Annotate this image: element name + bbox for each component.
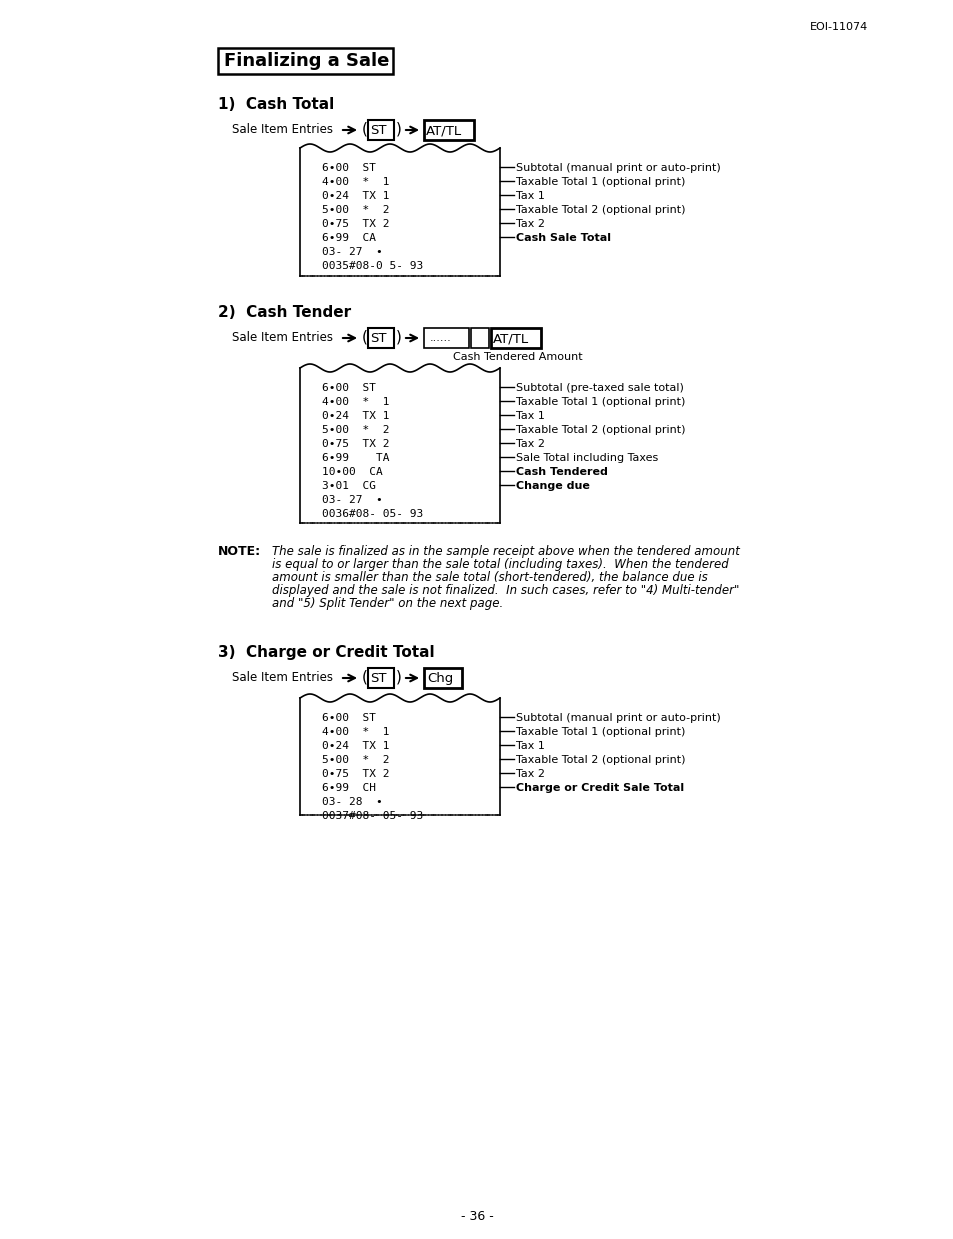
Text: amount is smaller than the sale total (short-tendered), the balance due is: amount is smaller than the sale total (s… (272, 571, 707, 584)
Text: is equal to or larger than the sale total (including taxes).  When the tendered: is equal to or larger than the sale tota… (272, 558, 728, 571)
Text: 03- 28  •: 03- 28 • (322, 797, 382, 807)
Text: 0•24  TX 1: 0•24 TX 1 (322, 191, 389, 201)
Text: Sale Item Entries: Sale Item Entries (232, 672, 333, 684)
Text: Taxable Total 2 (optional print): Taxable Total 2 (optional print) (516, 755, 685, 764)
Text: 3)  Charge or Credit Total: 3) Charge or Credit Total (218, 646, 435, 660)
Text: 4•00  *  1: 4•00 * 1 (322, 396, 389, 406)
Text: 6•99    TA: 6•99 TA (322, 453, 389, 463)
Text: 6•00  ST: 6•00 ST (322, 164, 375, 173)
Text: 4•00  *  1: 4•00 * 1 (322, 177, 389, 187)
Text: Taxable Total 2 (optional print): Taxable Total 2 (optional print) (516, 204, 685, 216)
Text: NOTE:: NOTE: (218, 545, 261, 558)
Text: (: ( (361, 670, 368, 685)
Text: Subtotal (manual print or auto-print): Subtotal (manual print or auto-print) (516, 164, 720, 173)
Text: AT/TL: AT/TL (426, 124, 461, 138)
Text: displayed and the sale is not finalized.  In such cases, refer to "4) Multi-tend: displayed and the sale is not finalized.… (272, 584, 739, 597)
Text: ): ) (395, 121, 401, 138)
Text: Change due: Change due (516, 481, 589, 491)
Text: 4•00  *  1: 4•00 * 1 (322, 727, 389, 737)
Text: EOI-11074: EOI-11074 (809, 22, 867, 32)
Text: 1)  Cash Total: 1) Cash Total (218, 97, 334, 112)
Text: 0•24  TX 1: 0•24 TX 1 (322, 741, 389, 751)
Text: 03- 27  •: 03- 27 • (322, 496, 382, 506)
Text: Cash Sale Total: Cash Sale Total (516, 233, 610, 243)
Bar (491, 328, 540, 348)
Text: Sale Item Entries: Sale Item Entries (232, 123, 333, 136)
Text: 6•99  CA: 6•99 CA (322, 233, 375, 243)
Text: 6•99  CH: 6•99 CH (322, 783, 375, 793)
Text: Chg: Chg (427, 672, 453, 685)
Text: 0037#08- 05- 93: 0037#08- 05- 93 (322, 812, 423, 821)
Text: ): ) (395, 330, 401, 344)
Text: ST: ST (370, 332, 386, 344)
Bar (423, 328, 469, 348)
Text: Tax 1: Tax 1 (516, 411, 544, 421)
Bar (368, 328, 394, 348)
Text: ): ) (395, 670, 401, 685)
Bar (471, 328, 489, 348)
Text: 3•01  CG: 3•01 CG (322, 481, 375, 491)
Text: Taxable Total 2 (optional print): Taxable Total 2 (optional print) (516, 425, 685, 435)
Bar (423, 668, 461, 688)
Text: Cash Tendered Amount: Cash Tendered Amount (453, 352, 582, 362)
Bar (218, 48, 393, 74)
Text: AT/TL: AT/TL (493, 332, 529, 344)
Text: 0036#08- 05- 93: 0036#08- 05- 93 (322, 509, 423, 519)
Bar (423, 120, 474, 140)
Text: 10•00  CA: 10•00 CA (322, 467, 382, 477)
Text: 6•00  ST: 6•00 ST (322, 383, 375, 393)
Text: ......: ...... (430, 333, 452, 343)
Text: 0035#08-0 5- 93: 0035#08-0 5- 93 (322, 261, 423, 271)
Bar (368, 668, 394, 688)
Text: Tax 2: Tax 2 (516, 439, 544, 449)
Text: 0•75  TX 2: 0•75 TX 2 (322, 769, 389, 779)
Bar (368, 120, 394, 140)
Text: 0•75  TX 2: 0•75 TX 2 (322, 439, 389, 449)
Text: ST: ST (370, 124, 386, 138)
Text: Subtotal (pre-taxed sale total): Subtotal (pre-taxed sale total) (516, 383, 683, 393)
Text: Cash Tendered: Cash Tendered (516, 467, 607, 477)
Text: Tax 1: Tax 1 (516, 191, 544, 201)
Text: Taxable Total 1 (optional print): Taxable Total 1 (optional print) (516, 727, 684, 737)
Text: 5•00  *  2: 5•00 * 2 (322, 425, 389, 435)
Text: - 36 -: - 36 - (460, 1211, 493, 1223)
Text: 2)  Cash Tender: 2) Cash Tender (218, 305, 351, 320)
Text: (: ( (361, 330, 368, 344)
Text: 5•00  *  2: 5•00 * 2 (322, 755, 389, 764)
Text: Taxable Total 1 (optional print): Taxable Total 1 (optional print) (516, 396, 684, 406)
Text: 6•00  ST: 6•00 ST (322, 712, 375, 724)
Text: 0•75  TX 2: 0•75 TX 2 (322, 219, 389, 229)
Text: 03- 27  •: 03- 27 • (322, 247, 382, 256)
Text: Taxable Total 1 (optional print): Taxable Total 1 (optional print) (516, 177, 684, 187)
Text: The sale is finalized as in the sample receipt above when the tendered amount: The sale is finalized as in the sample r… (272, 545, 740, 558)
Text: Tax 1: Tax 1 (516, 741, 544, 751)
Text: 0•24  TX 1: 0•24 TX 1 (322, 411, 389, 421)
Text: (: ( (361, 121, 368, 138)
Text: Sale Item Entries: Sale Item Entries (232, 331, 333, 344)
Text: and "5) Split Tender" on the next page.: and "5) Split Tender" on the next page. (272, 597, 503, 610)
Text: ST: ST (370, 672, 386, 685)
Text: Subtotal (manual print or auto-print): Subtotal (manual print or auto-print) (516, 712, 720, 724)
Text: Finalizing a Sale: Finalizing a Sale (224, 52, 389, 69)
Text: Sale Total including Taxes: Sale Total including Taxes (516, 453, 658, 463)
Text: Charge or Credit Sale Total: Charge or Credit Sale Total (516, 783, 683, 793)
Text: Tax 2: Tax 2 (516, 219, 544, 229)
Text: Tax 2: Tax 2 (516, 769, 544, 779)
Text: 5•00  *  2: 5•00 * 2 (322, 204, 389, 216)
